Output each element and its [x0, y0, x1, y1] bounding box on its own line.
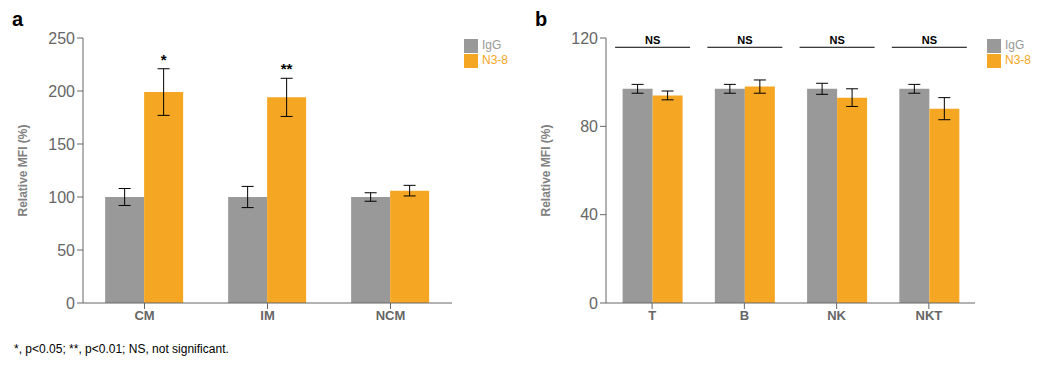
html-text:b: b — [535, 8, 548, 30]
svg-text:T: T — [648, 308, 656, 323]
html-text:a: a — [12, 8, 24, 30]
svg-text:NCM: NCM — [376, 308, 406, 323]
html-text:IgG: IgG — [482, 38, 502, 52]
svg-text:B: B — [740, 308, 749, 323]
svg-text:Relative MFI (%): Relative MFI (%) — [16, 124, 30, 216]
svg-text:250: 250 — [48, 30, 75, 47]
svg-text:NS: NS — [829, 34, 844, 46]
svg-text:NKT: NKT — [916, 308, 943, 323]
svg-text:100: 100 — [48, 189, 75, 206]
svg-text:120: 120 — [571, 30, 598, 47]
svg-text:IM: IM — [260, 308, 274, 323]
svg-text:150: 150 — [48, 136, 75, 153]
svg-text:NS: NS — [922, 34, 937, 46]
svg-text:CM: CM — [134, 308, 154, 323]
svg-text:0: 0 — [66, 295, 75, 312]
svg-text:*: * — [161, 51, 167, 68]
svg-text:40: 40 — [580, 206, 598, 223]
svg-text:80: 80 — [580, 118, 598, 135]
svg-text:**: ** — [281, 60, 293, 77]
html-text:IgG: IgG — [1005, 38, 1025, 52]
html-text:N3-8: N3-8 — [1005, 52, 1031, 67]
svg-text:200: 200 — [48, 83, 75, 100]
svg-text:Relative MFI (%): Relative MFI (%) — [539, 124, 553, 216]
svg-text:0: 0 — [589, 295, 598, 312]
svg-text:50: 50 — [57, 242, 75, 259]
svg-text:NK: NK — [827, 308, 846, 323]
html-text:*, p<0.05; **, p<0.01; NS, not: *, p<0.05; **, p<0.01; NS, not significa… — [14, 342, 229, 356]
html-text:N3-8: N3-8 — [482, 52, 508, 67]
svg-text:NS: NS — [645, 34, 660, 46]
svg-text:NS: NS — [737, 34, 752, 46]
